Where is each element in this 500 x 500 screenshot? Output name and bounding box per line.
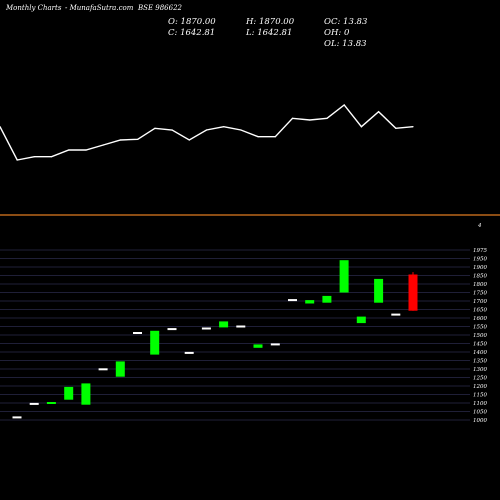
candle-body xyxy=(356,316,366,324)
y-tick-label: 1550 xyxy=(473,325,487,331)
candle-body xyxy=(64,386,74,400)
line-point xyxy=(102,144,104,146)
candle-body xyxy=(322,295,332,303)
ohlc-ol: OL: 13.83 xyxy=(324,39,367,49)
price-axis-marker: 4 xyxy=(477,223,482,229)
candle-body xyxy=(98,368,108,371)
y-tick-label: 1450 xyxy=(473,342,487,348)
y-tick-label: 1250 xyxy=(473,376,487,382)
candle-body xyxy=(288,299,297,302)
y-tick-label: 1900 xyxy=(473,265,487,271)
y-tick-label: 1050 xyxy=(473,410,487,416)
y-tick-label: 1300 xyxy=(473,367,487,373)
line-point xyxy=(33,156,36,158)
candle-body xyxy=(115,361,125,377)
line-point xyxy=(85,149,87,151)
y-tick-label: 1850 xyxy=(473,274,487,280)
line-point xyxy=(119,139,122,141)
line-point xyxy=(68,149,70,151)
candle-body xyxy=(46,402,56,404)
line-point xyxy=(412,126,414,128)
ohlc-high: H: 1870.00 xyxy=(245,17,295,27)
line-point xyxy=(360,126,362,128)
candle-body xyxy=(253,344,263,348)
line-point xyxy=(205,129,208,131)
y-tick-label: 1400 xyxy=(473,350,487,356)
candle-body xyxy=(305,300,315,304)
line-point xyxy=(343,104,345,106)
ohlc-oc: OC: 13.83 xyxy=(324,17,367,27)
ohlc-oh: OH: 0 xyxy=(324,28,350,38)
line-point xyxy=(0,126,1,128)
ohlc-open: O: 1870.00 xyxy=(168,17,216,27)
candle-body xyxy=(339,260,349,293)
candle-body xyxy=(270,343,280,346)
y-tick-label: 1950 xyxy=(473,257,487,263)
y-tick-label: 1700 xyxy=(473,299,487,305)
series-line xyxy=(0,104,414,161)
line-point xyxy=(223,126,225,128)
line-panel xyxy=(0,104,414,161)
ohlc-close: C: 1642.81 xyxy=(168,28,215,38)
y-tick-label: 1650 xyxy=(473,308,487,314)
line-point xyxy=(188,139,190,141)
candle-body xyxy=(374,278,384,303)
candle-body xyxy=(150,330,160,355)
line-point xyxy=(240,129,242,131)
candle-body xyxy=(29,402,39,405)
line-point xyxy=(51,156,53,158)
candle-body xyxy=(201,327,211,330)
candle-body xyxy=(219,321,229,328)
candle-body xyxy=(81,383,91,405)
candle-body xyxy=(184,351,194,354)
line-point xyxy=(257,136,259,138)
line-point xyxy=(274,136,276,138)
line-point xyxy=(137,138,139,140)
line-point xyxy=(171,129,173,131)
candle-body xyxy=(12,416,22,419)
y-tick-label: 1600 xyxy=(473,316,487,322)
line-point xyxy=(395,127,397,129)
y-tick-label: 1350 xyxy=(473,359,487,365)
y-tick-label: 1750 xyxy=(473,291,487,297)
header-right: BSE 986622 xyxy=(137,4,183,12)
price-grid: 1000 1050 1100 1150 1200 1250 1300 1350 1400 1450… xyxy=(0,248,487,424)
y-tick-label: 1100 xyxy=(473,401,487,407)
candle-body xyxy=(236,325,246,328)
y-tick-label: 1150 xyxy=(473,393,487,399)
y-tick-label: 1500 xyxy=(473,333,487,339)
y-tick-label: 1000 xyxy=(473,418,487,424)
ohlc-low: L: 1642.81 xyxy=(245,28,292,38)
candle-body xyxy=(167,328,177,331)
line-point xyxy=(378,111,380,113)
line-point xyxy=(16,159,18,161)
candle-body xyxy=(408,274,418,311)
candlestick-series xyxy=(12,260,418,419)
line-point xyxy=(309,119,311,121)
header-left: Monthly Charts xyxy=(5,4,62,12)
line-point xyxy=(291,117,294,119)
y-tick-label: 1200 xyxy=(473,384,487,390)
line-point xyxy=(326,117,328,119)
line-point xyxy=(154,127,156,129)
candle-body xyxy=(133,332,142,334)
header-middle: - MunafaSutra.com xyxy=(65,4,134,12)
y-tick-label: 1975 xyxy=(473,248,487,254)
candle-body xyxy=(391,313,401,316)
y-tick-label: 1800 xyxy=(473,282,487,288)
